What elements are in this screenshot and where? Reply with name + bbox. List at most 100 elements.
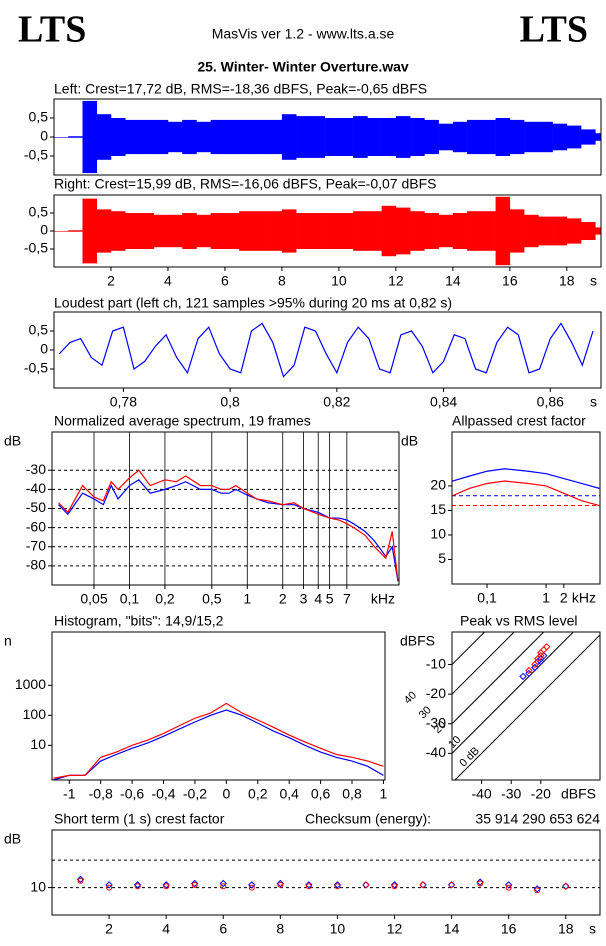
y-tick-label: -0,5 xyxy=(24,147,48,163)
x-tick-label: 0,05 xyxy=(80,591,107,607)
waveform-envelope xyxy=(239,211,254,251)
waveform-envelope xyxy=(125,119,140,155)
plot-frame xyxy=(53,98,602,176)
plot-area xyxy=(452,468,600,507)
waveform-envelope xyxy=(68,230,83,232)
x-tick-label: 4 xyxy=(314,591,322,607)
y-tick-label: 100 xyxy=(23,706,47,722)
plot-frame xyxy=(51,431,400,586)
x-tick-label: 18 xyxy=(559,273,575,289)
point xyxy=(533,885,541,893)
diagonal-label: 10 xyxy=(446,734,463,751)
point xyxy=(562,883,569,890)
y-axis-label: dB xyxy=(401,433,418,449)
x-tick-label: 2 xyxy=(560,590,568,606)
point xyxy=(334,883,341,890)
crest-diagonal xyxy=(454,634,600,780)
y-tick-label: -40 xyxy=(426,744,446,760)
point xyxy=(531,660,539,669)
point xyxy=(305,883,312,890)
waveform-envelope xyxy=(224,119,240,155)
series-line xyxy=(53,709,384,780)
waveform-envelope xyxy=(310,116,325,158)
plot-area xyxy=(452,632,600,780)
waveform-envelope xyxy=(481,211,496,251)
point xyxy=(504,881,513,889)
point xyxy=(248,884,255,891)
waveform-envelope xyxy=(395,116,411,158)
chart: Peak vs RMS level dBFS dBFS -10 -20 -30 -40 -40… xyxy=(400,613,601,802)
point xyxy=(76,875,85,884)
x-tick-label: 8 xyxy=(276,921,284,937)
x-tick-label: 12 xyxy=(388,273,404,289)
x-axis-label: kHz xyxy=(371,591,395,607)
waveform-envelope xyxy=(395,207,411,255)
x-tick-label: 0,82 xyxy=(323,394,350,410)
series-line xyxy=(58,322,594,378)
x-tick-label: 16 xyxy=(501,921,517,937)
waveform-envelope xyxy=(495,196,511,266)
waveform-envelope xyxy=(96,209,112,253)
crest-diagonal xyxy=(452,632,545,725)
x-tick-label: -1 xyxy=(63,786,76,802)
x-tick-label: 0,4 xyxy=(279,786,299,802)
x-tick-label: -0,6 xyxy=(120,786,144,802)
y-tick-label: 0 xyxy=(40,341,48,357)
chart-title: Normalized average spectrum, 19 frames xyxy=(54,413,311,429)
plot-area xyxy=(54,100,601,174)
waveform-envelope xyxy=(438,214,454,248)
chart-title: Peak vs RMS level xyxy=(460,613,577,629)
x-tick-label: -0,4 xyxy=(151,786,175,802)
y-tick-label: -30 xyxy=(426,714,446,730)
waveform-envelope xyxy=(196,121,211,153)
waveform-envelope xyxy=(296,116,311,158)
series-line xyxy=(58,479,399,582)
x-tick-label: 6 xyxy=(221,273,229,289)
point xyxy=(134,883,141,890)
x-axis-label: s xyxy=(589,921,596,937)
plot-frame xyxy=(51,829,601,916)
waveform-envelope xyxy=(410,118,425,156)
waveform-envelope xyxy=(296,213,311,249)
waveform-envelope xyxy=(381,118,397,156)
point xyxy=(133,881,142,889)
crest-diagonal xyxy=(452,632,515,695)
plot-frame xyxy=(53,311,602,389)
x-axis-label: s xyxy=(590,394,597,410)
waveform-envelope xyxy=(538,216,553,246)
point xyxy=(305,881,313,889)
x-tick-label: 2 xyxy=(105,921,113,937)
x-tick-label: 5 xyxy=(326,591,334,607)
y-tick-label: -20 xyxy=(426,685,446,701)
waveform-envelope xyxy=(552,216,568,246)
x-tick-label: 4 xyxy=(164,273,172,289)
point xyxy=(448,881,455,888)
waveform-envelope xyxy=(524,214,539,248)
chart-title: Short term (1 s) crest factor xyxy=(54,811,225,827)
waveform-envelope xyxy=(467,211,482,251)
chart: Loudest part (left ch, 121 samples >95% … xyxy=(24,295,602,410)
point xyxy=(163,883,170,890)
waveform-envelope xyxy=(381,205,397,257)
x-tick-label: 0,8 xyxy=(220,394,240,410)
x-tick-label: 0,86 xyxy=(537,394,564,410)
waveform-envelope xyxy=(495,118,511,156)
waveform-envelope xyxy=(253,211,268,251)
y-tick-label: 0 xyxy=(40,222,48,238)
chart-title: Right: Crest=15,99 dB, RMS=-16,06 dBFS, … xyxy=(54,176,436,192)
y-axis-label: dBFS xyxy=(400,633,435,649)
y-tick-label: -30 xyxy=(26,461,46,477)
waveform-envelope xyxy=(210,119,226,155)
waveform-envelope xyxy=(310,213,325,249)
plot-frame xyxy=(53,194,602,268)
waveform-envelope xyxy=(524,121,539,153)
x-tick-label: 18 xyxy=(558,921,574,937)
point xyxy=(219,879,227,888)
x-tick-label: 0,2 xyxy=(248,786,268,802)
waveform-envelope xyxy=(167,121,183,153)
waveform-envelope xyxy=(581,222,596,240)
point xyxy=(420,881,427,888)
waveform-envelope xyxy=(581,129,596,145)
waveform-envelope xyxy=(367,118,382,156)
logo-left: LTS xyxy=(18,9,86,51)
